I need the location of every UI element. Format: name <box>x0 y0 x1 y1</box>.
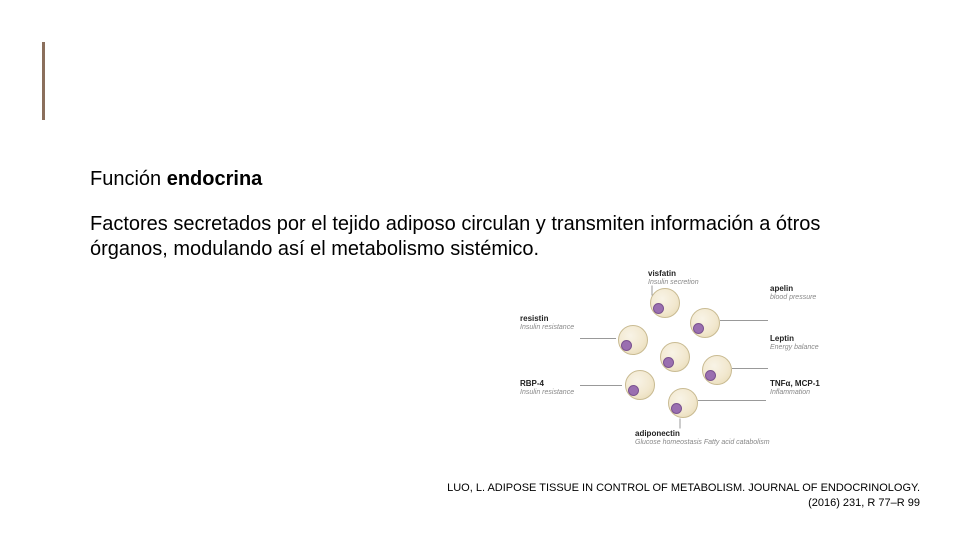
adipokine-function: blood pressure <box>770 294 816 302</box>
adipocyte-cell <box>650 288 680 318</box>
adipokine-function: Insulin resistance <box>520 389 574 397</box>
adipokine-label: visfatinInsulin secretion <box>648 270 699 286</box>
adipokine-function: Insulin resistance <box>520 324 574 332</box>
adipocyte-cell <box>625 370 655 400</box>
cell-nucleus <box>653 303 664 314</box>
adipokine-diagram: visfatinInsulin secretion apelinblood pre… <box>480 270 880 470</box>
adipokine-name: Leptin <box>770 335 819 344</box>
body-paragraph: Factores secretados por el tejido adipos… <box>90 212 890 262</box>
cell-nucleus <box>663 357 674 368</box>
adipocyte-cell <box>660 342 690 372</box>
adipokine-name: TNFα, MCP-1 <box>770 380 820 389</box>
cell-nucleus <box>705 370 716 381</box>
heading-part1: Función <box>90 168 167 190</box>
cell-nucleus <box>621 340 632 351</box>
connector-line <box>720 320 768 321</box>
adipokine-label: adiponectinGlucose homeostasis Fatty aci… <box>635 430 770 446</box>
adipokine-label: LeptinEnergy balance <box>770 335 819 351</box>
cell-nucleus <box>671 403 682 414</box>
connector-line <box>652 286 653 296</box>
adipokine-function: Insulin secretion <box>648 279 699 287</box>
connector-line <box>580 385 622 386</box>
adipokine-name: resistin <box>520 315 574 324</box>
adipokine-name: apelin <box>770 285 816 294</box>
adipokine-label: RBP-4Insulin resistance <box>520 380 574 396</box>
connector-line <box>698 400 766 401</box>
adipokine-label: TNFα, MCP-1Inflammation <box>770 380 820 396</box>
adipokine-name: visfatin <box>648 270 699 279</box>
adipokine-label: apelinblood pressure <box>770 285 816 301</box>
adipokine-function: Energy balance <box>770 344 819 352</box>
citation: LUO, L. ADIPOSE TISSUE IN CONTROL OF MET… <box>400 481 920 510</box>
accent-bar <box>42 42 45 120</box>
adipocyte-cell <box>618 325 648 355</box>
cell-nucleus <box>693 323 704 334</box>
adipocyte-cell <box>702 355 732 385</box>
adipocyte-cell <box>668 388 698 418</box>
page-heading: Función endocrina <box>90 168 262 191</box>
adipocyte-cell <box>690 308 720 338</box>
connector-line <box>680 419 681 429</box>
citation-line2: (2016) 231, R 77–R 99 <box>808 497 920 509</box>
adipokine-label: resistinInsulin resistance <box>520 315 574 331</box>
connector-line <box>732 368 768 369</box>
cell-nucleus <box>628 385 639 396</box>
adipokine-name: adiponectin <box>635 430 770 439</box>
heading-part2: endocrina <box>167 168 263 190</box>
adipokine-name: RBP-4 <box>520 380 574 389</box>
adipokine-function: Glucose homeostasis Fatty acid catabolis… <box>635 439 770 447</box>
connector-line <box>580 338 616 339</box>
adipokine-function: Inflammation <box>770 389 820 397</box>
citation-line1: LUO, L. ADIPOSE TISSUE IN CONTROL OF MET… <box>447 482 920 494</box>
